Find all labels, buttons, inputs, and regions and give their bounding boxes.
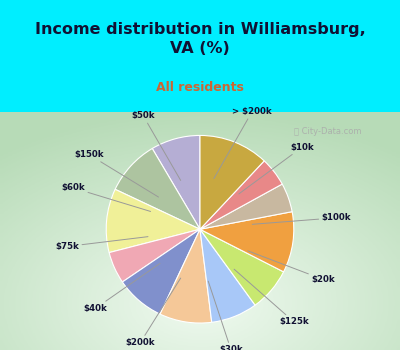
- Text: $60k: $60k: [62, 183, 150, 211]
- Text: Income distribution in Williamsburg,
VA (%): Income distribution in Williamsburg, VA …: [35, 22, 365, 56]
- Text: $20k: $20k: [248, 251, 335, 284]
- Text: $30k: $30k: [208, 281, 243, 350]
- Text: $150k: $150k: [74, 150, 158, 197]
- Text: $200k: $200k: [126, 278, 181, 347]
- Text: > $200k: > $200k: [214, 107, 272, 178]
- Text: $100k: $100k: [252, 213, 351, 224]
- Wedge shape: [122, 229, 200, 314]
- Wedge shape: [115, 148, 200, 229]
- Text: $50k: $50k: [132, 111, 181, 180]
- Wedge shape: [106, 189, 200, 253]
- Text: $40k: $40k: [84, 263, 160, 313]
- Wedge shape: [200, 229, 255, 322]
- Text: $125k: $125k: [234, 269, 309, 327]
- Wedge shape: [200, 184, 292, 229]
- Text: All residents: All residents: [156, 81, 244, 94]
- Wedge shape: [200, 161, 282, 229]
- Wedge shape: [200, 212, 294, 272]
- Text: $10k: $10k: [239, 143, 314, 194]
- Text: ⓘ City-Data.com: ⓘ City-Data.com: [294, 127, 362, 135]
- Wedge shape: [160, 229, 212, 323]
- Wedge shape: [152, 135, 200, 229]
- Wedge shape: [109, 229, 200, 282]
- Wedge shape: [200, 229, 284, 305]
- Wedge shape: [200, 135, 264, 229]
- Text: $75k: $75k: [56, 237, 148, 251]
